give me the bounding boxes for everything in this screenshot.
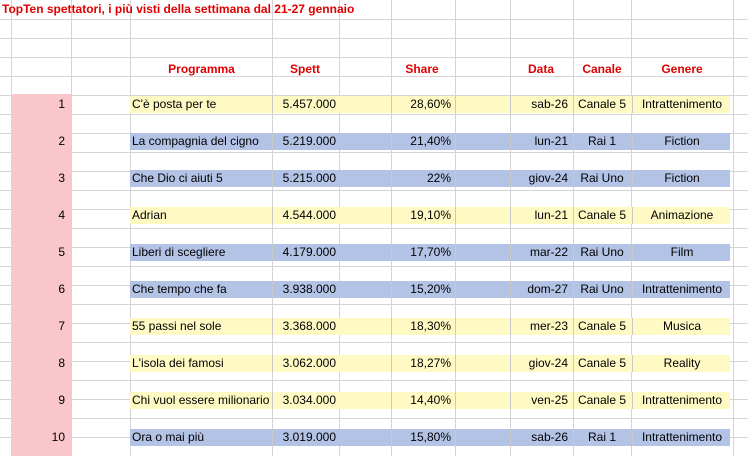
spettatori-cell[interactable]: 5.219.000 (282, 134, 336, 148)
table-row[interactable] (130, 207, 730, 224)
rank-cell[interactable]: 2 (58, 134, 65, 148)
canale-cell[interactable]: Rai 1 (587, 134, 616, 148)
canale-cell[interactable]: Rai Uno (580, 282, 624, 296)
data-cell[interactable]: sab-26 (531, 97, 568, 111)
share-cell[interactable]: 21,40% (410, 134, 451, 148)
data-cell[interactable]: sab-26 (531, 430, 568, 444)
spettatori-cell[interactable]: 3.938.000 (282, 282, 336, 296)
programma-cell[interactable]: 55 passi nel sole (132, 319, 222, 333)
table-row[interactable] (130, 281, 730, 298)
share-cell[interactable]: 18,27% (410, 356, 451, 370)
share-cell[interactable]: 18,30% (410, 319, 451, 333)
programma-cell[interactable]: Chi vuol essere milionario (132, 393, 270, 407)
spettatori-cell[interactable]: 3.019.000 (282, 430, 336, 444)
rank-cell[interactable]: 8 (58, 356, 65, 370)
spettatori-cell[interactable]: 3.368.000 (282, 319, 336, 333)
data-cell[interactable]: dom-27 (527, 282, 568, 296)
data-cell[interactable]: mar-22 (529, 245, 568, 259)
rank-column-highlight (11, 94, 71, 456)
genere-cell[interactable]: Intrattenimento (641, 430, 723, 444)
spettatori-cell[interactable]: 4.544.000 (282, 208, 336, 222)
share-cell[interactable]: 14,40% (410, 393, 451, 407)
rank-cell[interactable]: 10 (51, 430, 65, 444)
spettatori-cell[interactable]: 3.034.000 (282, 393, 336, 407)
rank-cell[interactable]: 4 (58, 208, 65, 222)
rank-cell[interactable]: 6 (58, 282, 65, 296)
sheet-title[interactable]: TopTen spettatori, i più visti della set… (2, 2, 355, 16)
header-spett[interactable]: Spett (290, 62, 320, 76)
programma-cell[interactable]: C'è posta per te (132, 97, 217, 111)
rank-cell[interactable]: 9 (58, 393, 65, 407)
data-cell[interactable]: giov-24 (528, 356, 568, 370)
table-row[interactable] (130, 96, 730, 113)
rank-cell[interactable]: 7 (58, 319, 65, 333)
genere-cell[interactable]: Musica (662, 319, 701, 333)
rank-cell[interactable]: 1 (58, 97, 65, 111)
programma-cell[interactable]: Ora o mai più (132, 430, 205, 444)
table-row[interactable] (130, 355, 730, 372)
spettatori-cell[interactable]: 5.215.000 (282, 171, 336, 185)
share-cell[interactable]: 15,80% (410, 430, 451, 444)
canale-cell[interactable]: Canale 5 (577, 356, 627, 370)
canale-cell[interactable]: Rai 1 (587, 430, 616, 444)
canale-cell[interactable]: Canale 5 (577, 208, 627, 222)
genere-cell[interactable]: Intrattenimento (641, 393, 723, 407)
data-cell[interactable]: lun-21 (534, 208, 568, 222)
genere-cell[interactable]: Fiction (664, 134, 700, 148)
table-row[interactable] (130, 133, 730, 150)
share-cell[interactable]: 19,10% (410, 208, 451, 222)
spettatori-cell[interactable]: 5.457.000 (282, 97, 336, 111)
programma-cell[interactable]: L'isola dei famosi (132, 356, 224, 370)
table-row[interactable] (130, 318, 730, 335)
programma-cell[interactable]: Liberi di scegliere (132, 245, 226, 259)
data-cell[interactable]: giov-24 (528, 171, 568, 185)
programma-cell[interactable]: La compagnia del cigno (132, 134, 259, 148)
table-row[interactable] (130, 429, 730, 446)
genere-cell[interactable]: Reality (663, 356, 701, 370)
data-cell[interactable]: lun-21 (534, 134, 568, 148)
table-row[interactable] (130, 170, 730, 187)
canale-cell[interactable]: Rai Uno (580, 245, 624, 259)
programma-cell[interactable]: Che Dio ci aiuti 5 (132, 171, 223, 185)
header-programma[interactable]: Programma (168, 62, 235, 76)
rank-cell[interactable]: 5 (58, 245, 65, 259)
share-cell[interactable]: 22% (426, 171, 451, 185)
genere-cell[interactable]: Intrattenimento (641, 97, 723, 111)
rank-cell[interactable]: 3 (58, 171, 65, 185)
data-cell[interactable]: ven-25 (531, 393, 568, 407)
genere-cell[interactable]: Animazione (650, 208, 714, 222)
genere-cell[interactable]: Film (670, 245, 694, 259)
header-canale[interactable]: Canale (582, 62, 622, 76)
header-genere[interactable]: Genere (661, 62, 703, 76)
header-share[interactable]: Share (405, 62, 439, 76)
share-cell[interactable]: 28,60% (410, 97, 451, 111)
canale-cell[interactable]: Canale 5 (577, 319, 627, 333)
canale-cell[interactable]: Canale 5 (577, 97, 627, 111)
spettatori-cell[interactable]: 3.062.000 (282, 356, 336, 370)
header-data[interactable]: Data (527, 62, 554, 76)
table-row[interactable] (130, 244, 730, 261)
data-cell[interactable]: mer-23 (529, 319, 568, 333)
genere-cell[interactable]: Fiction (664, 171, 700, 185)
table-row[interactable] (130, 392, 730, 409)
canale-cell[interactable]: Rai Uno (580, 171, 624, 185)
genere-cell[interactable]: Intrattenimento (641, 282, 723, 296)
programma-cell[interactable]: Adrian (132, 208, 167, 222)
spettatori-cell[interactable]: 4.179.000 (282, 245, 336, 259)
canale-cell[interactable]: Canale 5 (577, 393, 627, 407)
share-cell[interactable]: 17,70% (410, 245, 451, 259)
share-cell[interactable]: 15,20% (410, 282, 451, 296)
programma-cell[interactable]: Che tempo che fa (132, 282, 227, 296)
